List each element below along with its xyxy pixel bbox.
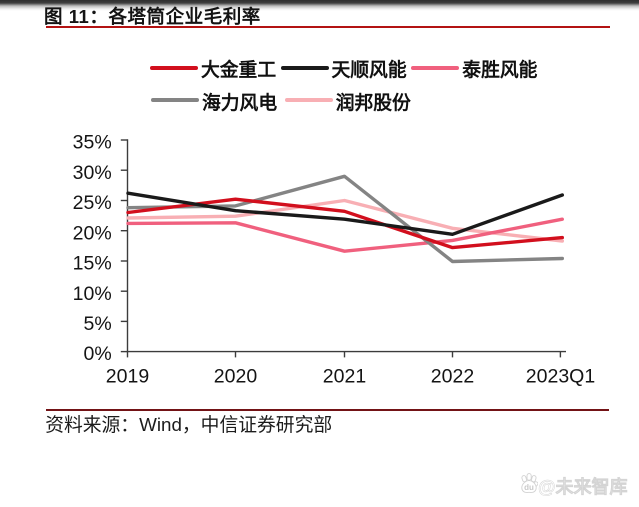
svg-text:0%: 0% xyxy=(84,343,112,365)
svg-text:2022: 2022 xyxy=(431,365,474,387)
svg-text:25%: 25% xyxy=(73,192,112,214)
svg-text:15%: 15% xyxy=(73,253,112,275)
svg-text:10%: 10% xyxy=(73,283,112,305)
svg-text:5%: 5% xyxy=(84,313,112,335)
svg-text:30%: 30% xyxy=(73,162,112,184)
svg-text:2023Q1: 2023Q1 xyxy=(526,365,595,387)
svg-text:35%: 35% xyxy=(73,132,112,154)
svg-text:2019: 2019 xyxy=(106,365,149,387)
svg-text:2021: 2021 xyxy=(323,365,366,387)
svg-text:20%: 20% xyxy=(73,222,112,244)
svg-text:2020: 2020 xyxy=(214,365,258,387)
svg-text:du: du xyxy=(524,483,534,492)
